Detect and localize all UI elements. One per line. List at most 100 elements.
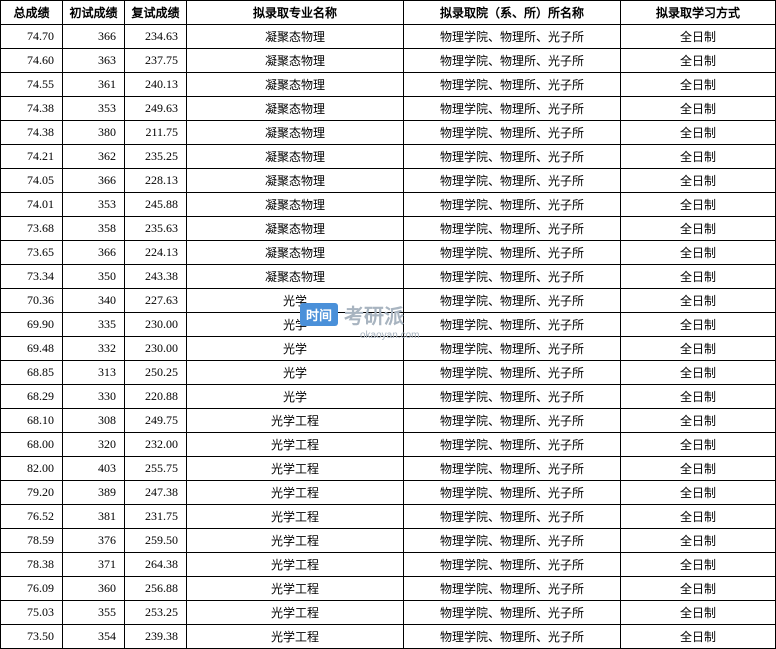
table-cell: 全日制 <box>621 601 776 625</box>
table-cell: 全日制 <box>621 73 776 97</box>
table-cell: 光学 <box>187 337 404 361</box>
table-cell: 物理学院、物理所、光子所 <box>404 313 621 337</box>
table-row: 76.09360256.88光学工程物理学院、物理所、光子所全日制 <box>1 577 776 601</box>
table-cell: 光学 <box>187 361 404 385</box>
table-cell: 光学工程 <box>187 601 404 625</box>
table-cell: 376 <box>63 529 125 553</box>
table-cell: 凝聚态物理 <box>187 25 404 49</box>
table-cell: 凝聚态物理 <box>187 265 404 289</box>
table-cell: 354 <box>63 625 125 649</box>
table-cell: 250.25 <box>125 361 187 385</box>
table-cell: 230.00 <box>125 313 187 337</box>
table-cell: 全日制 <box>621 337 776 361</box>
table-cell: 403 <box>63 457 125 481</box>
table-cell: 366 <box>63 241 125 265</box>
table-cell: 凝聚态物理 <box>187 49 404 73</box>
table-row: 73.68358235.63凝聚态物理物理学院、物理所、光子所全日制 <box>1 217 776 241</box>
table-cell: 物理学院、物理所、光子所 <box>404 577 621 601</box>
table-cell: 371 <box>63 553 125 577</box>
table-cell: 82.00 <box>1 457 63 481</box>
table-cell: 凝聚态物理 <box>187 193 404 217</box>
table-cell: 239.38 <box>125 625 187 649</box>
table-cell: 362 <box>63 145 125 169</box>
table-row: 74.60363237.75凝聚态物理物理学院、物理所、光子所全日制 <box>1 49 776 73</box>
table-cell: 物理学院、物理所、光子所 <box>404 97 621 121</box>
table-cell: 381 <box>63 505 125 529</box>
table-cell: 247.38 <box>125 481 187 505</box>
table-cell: 凝聚态物理 <box>187 145 404 169</box>
table-cell: 物理学院、物理所、光子所 <box>404 409 621 433</box>
table-cell: 256.88 <box>125 577 187 601</box>
table-cell: 全日制 <box>621 217 776 241</box>
table-cell: 全日制 <box>621 529 776 553</box>
table-cell: 物理学院、物理所、光子所 <box>404 49 621 73</box>
table-cell: 340 <box>63 289 125 313</box>
table-cell: 220.88 <box>125 385 187 409</box>
table-cell: 320 <box>63 433 125 457</box>
table-cell: 光学工程 <box>187 457 404 481</box>
table-row: 68.85313250.25光学物理学院、物理所、光子所全日制 <box>1 361 776 385</box>
table-row: 79.20389247.38光学工程物理学院、物理所、光子所全日制 <box>1 481 776 505</box>
table-cell: 360 <box>63 577 125 601</box>
table-cell: 78.59 <box>1 529 63 553</box>
table-row: 78.59376259.50光学工程物理学院、物理所、光子所全日制 <box>1 529 776 553</box>
table-cell: 全日制 <box>621 553 776 577</box>
table-cell: 74.55 <box>1 73 63 97</box>
table-cell: 231.75 <box>125 505 187 529</box>
table-cell: 凝聚态物理 <box>187 169 404 193</box>
table-cell: 358 <box>63 217 125 241</box>
table-cell: 全日制 <box>621 313 776 337</box>
table-cell: 物理学院、物理所、光子所 <box>404 25 621 49</box>
table-cell: 255.75 <box>125 457 187 481</box>
table-row: 68.29330220.88光学物理学院、物理所、光子所全日制 <box>1 385 776 409</box>
table-row: 82.00403255.75光学工程物理学院、物理所、光子所全日制 <box>1 457 776 481</box>
table-cell: 光学工程 <box>187 505 404 529</box>
table-row: 69.90335230.00光学物理学院、物理所、光子所全日制 <box>1 313 776 337</box>
table-cell: 物理学院、物理所、光子所 <box>404 289 621 313</box>
table-cell: 全日制 <box>621 361 776 385</box>
table-cell: 380 <box>63 121 125 145</box>
table-body: 74.70366234.63凝聚态物理物理学院、物理所、光子所全日制74.603… <box>1 25 776 649</box>
table-row: 70.36340227.63光学物理学院、物理所、光子所全日制 <box>1 289 776 313</box>
table-cell: 308 <box>63 409 125 433</box>
table-cell: 73.65 <box>1 241 63 265</box>
table-cell: 73.34 <box>1 265 63 289</box>
table-cell: 物理学院、物理所、光子所 <box>404 217 621 241</box>
table-cell: 389 <box>63 481 125 505</box>
table-cell: 凝聚态物理 <box>187 217 404 241</box>
table-cell: 363 <box>63 49 125 73</box>
table-cell: 313 <box>63 361 125 385</box>
table-cell: 75.03 <box>1 601 63 625</box>
table-cell: 69.48 <box>1 337 63 361</box>
table-cell: 366 <box>63 25 125 49</box>
table-cell: 74.60 <box>1 49 63 73</box>
table-cell: 228.13 <box>125 169 187 193</box>
table-row: 69.48332230.00光学物理学院、物理所、光子所全日制 <box>1 337 776 361</box>
table-cell: 全日制 <box>621 577 776 601</box>
table-cell: 全日制 <box>621 505 776 529</box>
table-row: 74.38353249.63凝聚态物理物理学院、物理所、光子所全日制 <box>1 97 776 121</box>
column-header-5: 拟录取学习方式 <box>621 1 776 25</box>
table-cell: 68.29 <box>1 385 63 409</box>
table-cell: 259.50 <box>125 529 187 553</box>
table-cell: 245.88 <box>125 193 187 217</box>
table-row: 74.70366234.63凝聚态物理物理学院、物理所、光子所全日制 <box>1 25 776 49</box>
table-cell: 物理学院、物理所、光子所 <box>404 433 621 457</box>
table-row: 68.00320232.00光学工程物理学院、物理所、光子所全日制 <box>1 433 776 457</box>
table-cell: 光学 <box>187 385 404 409</box>
table-cell: 凝聚态物理 <box>187 241 404 265</box>
table-cell: 355 <box>63 601 125 625</box>
table-cell: 69.90 <box>1 313 63 337</box>
table-cell: 68.10 <box>1 409 63 433</box>
table-cell: 230.00 <box>125 337 187 361</box>
table-cell: 74.05 <box>1 169 63 193</box>
table-cell: 物理学院、物理所、光子所 <box>404 193 621 217</box>
table-cell: 光学工程 <box>187 553 404 577</box>
table-cell: 光学工程 <box>187 625 404 649</box>
table-cell: 物理学院、物理所、光子所 <box>404 265 621 289</box>
column-header-1: 初试成绩 <box>63 1 125 25</box>
table-cell: 物理学院、物理所、光子所 <box>404 241 621 265</box>
table-cell: 74.70 <box>1 25 63 49</box>
table-row: 75.03355253.25光学工程物理学院、物理所、光子所全日制 <box>1 601 776 625</box>
table-cell: 366 <box>63 169 125 193</box>
